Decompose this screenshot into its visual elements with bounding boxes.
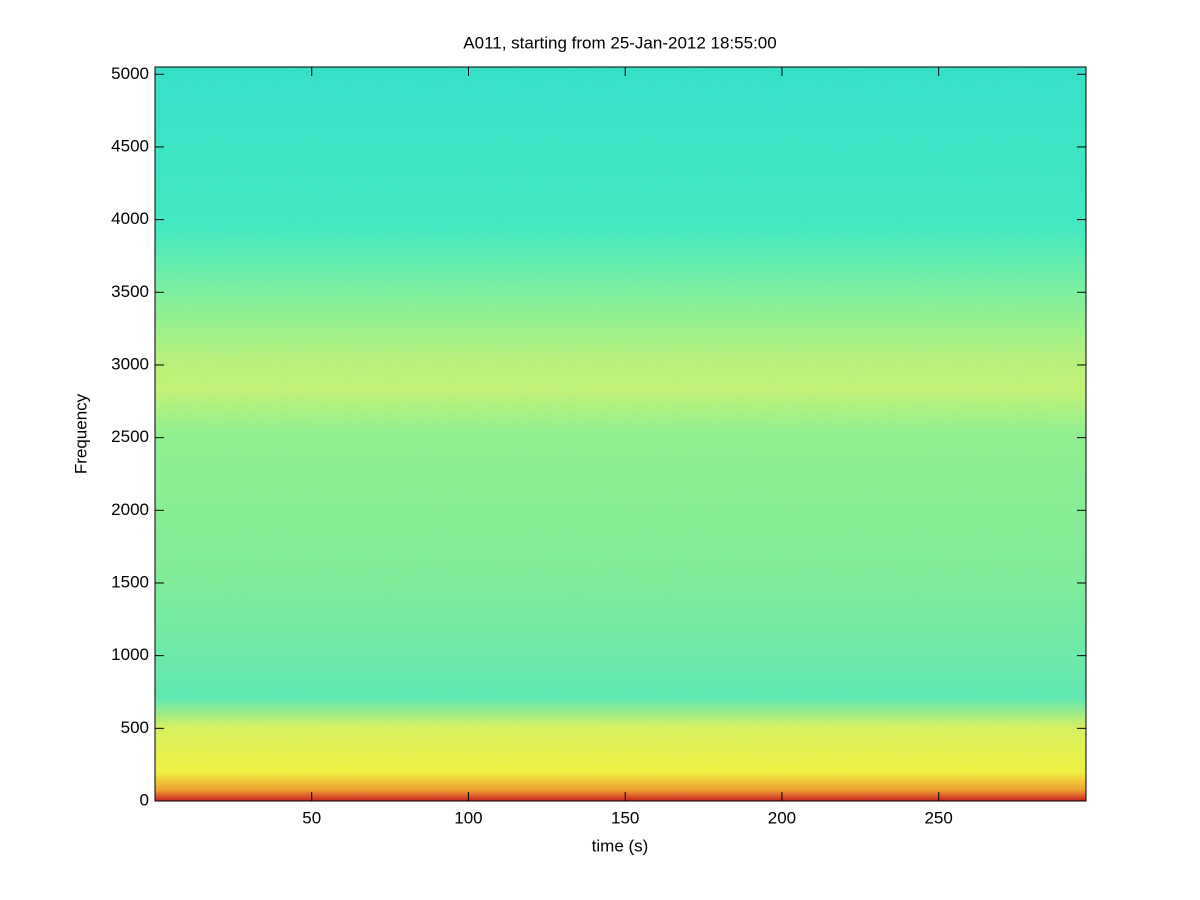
x-tick-label: 200 — [768, 808, 796, 827]
plot-frame — [154, 66, 1087, 802]
y-tick-label: 5000 — [111, 64, 149, 83]
y-tick-label: 0 — [140, 790, 149, 809]
x-axis-label: time (s) — [592, 836, 649, 855]
x-tick-label: 50 — [302, 808, 321, 827]
y-tick-label: 3500 — [111, 282, 149, 301]
y-tick-label: 2500 — [111, 427, 149, 446]
x-tick-label: 100 — [454, 808, 482, 827]
x-tick-label: 150 — [611, 808, 639, 827]
y-tick-label: 2000 — [111, 500, 149, 519]
y-axis-label: Frequency — [71, 393, 90, 474]
x-tick-label: 250 — [924, 808, 952, 827]
y-tick-label: 1500 — [111, 572, 149, 591]
y-tick-label: 4500 — [111, 136, 149, 155]
y-tick-label: 1000 — [111, 645, 149, 664]
y-tick-label: 3000 — [111, 354, 149, 373]
chart-title: A011, starting from 25-Jan-2012 18:55:00 — [463, 33, 776, 52]
y-tick-label: 500 — [121, 718, 149, 737]
y-tick-label: 4000 — [111, 209, 149, 228]
spectrogram-noise — [155, 67, 1086, 801]
